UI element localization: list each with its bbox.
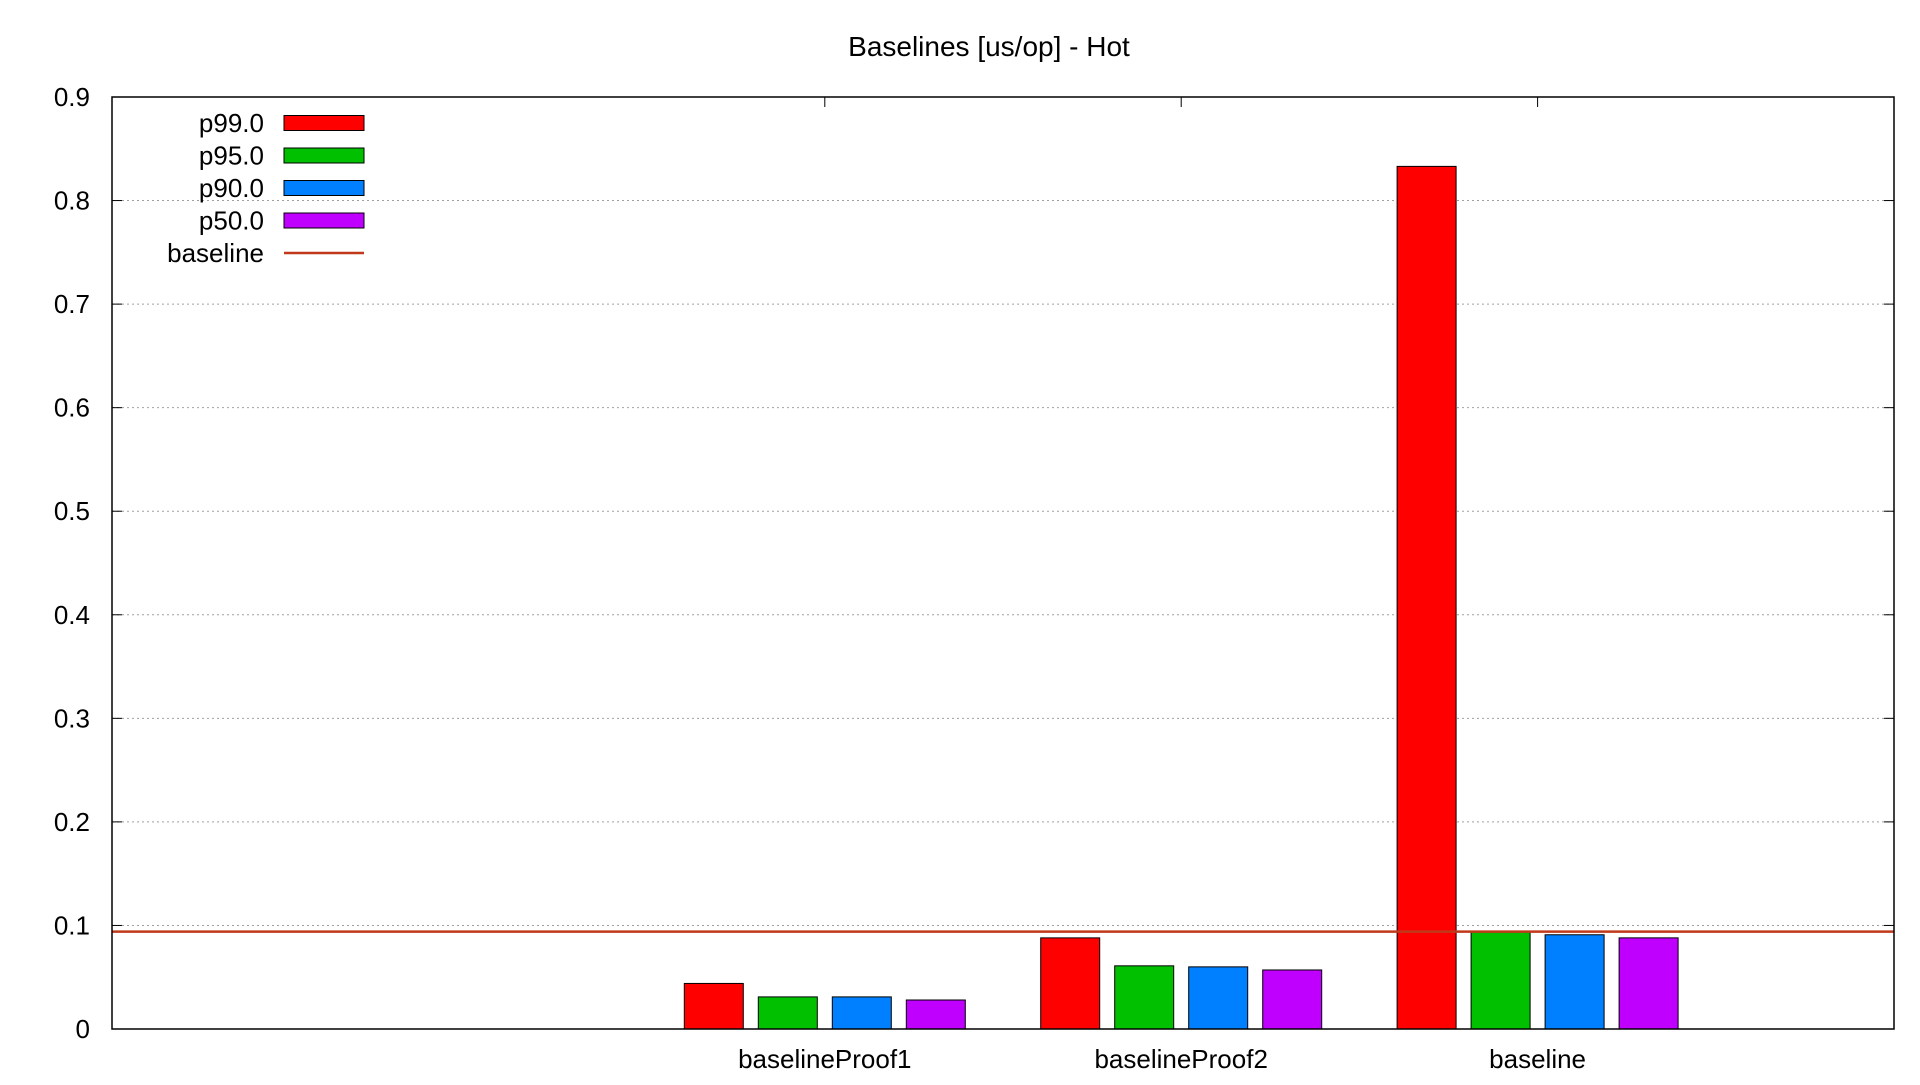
y-tick-label: 0.2 [54,807,90,837]
bar-p99.0-baseline [1396,165,1457,1030]
y-tick-label: 0.1 [54,910,90,940]
bar-p50.0-baselineProof1 [905,999,966,1030]
bar-p50.0-baselineProof2 [1262,969,1323,1030]
bar-p99.0-baselineProof1 [683,982,744,1030]
legend-swatch [283,147,365,164]
bar-p95.0-baselineProof2 [1114,965,1175,1030]
y-tick-label: 0.9 [54,82,90,112]
bar-p99.0-baselineProof2 [1040,937,1101,1030]
bar-p90.0-baselineProof2 [1188,966,1249,1030]
legend-label: baseline [167,238,264,268]
y-tick-label: 0.7 [54,289,90,319]
x-tick-label: baseline [1489,1044,1586,1074]
bar-p95.0-baselineProof1 [757,996,818,1030]
bars [683,165,1679,1030]
x-tick-label: baselineProof2 [1094,1044,1267,1074]
chart-title: Baselines [us/op] - Hot [848,31,1130,62]
y-tick-label: 0.3 [54,703,90,733]
legend-label: p95.0 [199,141,264,171]
bar-p90.0-baselineProof1 [831,996,892,1030]
y-tick-label: 0.5 [54,496,90,526]
y-tick-label: 0.4 [54,600,90,630]
legend-swatch [283,115,365,131]
grid-lines [112,200,1894,926]
y-tick-label: 0.6 [54,393,90,423]
legend-label: p50.0 [199,206,264,236]
y-axis: 0 0.1 0.2 0.3 0.4 0.5 0.6 0.7 0.8 0.9 [54,82,1894,1044]
x-axis: baselineProof1 baselineProof2 baseline [738,97,1586,1074]
legend-swatch [283,180,365,196]
bar-p50.0-baseline [1618,937,1679,1030]
x-tick-label: baselineProof1 [738,1044,911,1074]
y-tick-label: 0 [76,1014,90,1044]
bar-p95.0-baseline [1470,931,1531,1030]
y-tick-label: 0.8 [54,186,90,216]
legend-label: p99.0 [199,108,264,138]
bar-p90.0-baseline [1544,934,1605,1030]
plot-frame [111,96,1895,1030]
legend-swatch [283,212,365,229]
legend-label: p90.0 [199,173,264,203]
